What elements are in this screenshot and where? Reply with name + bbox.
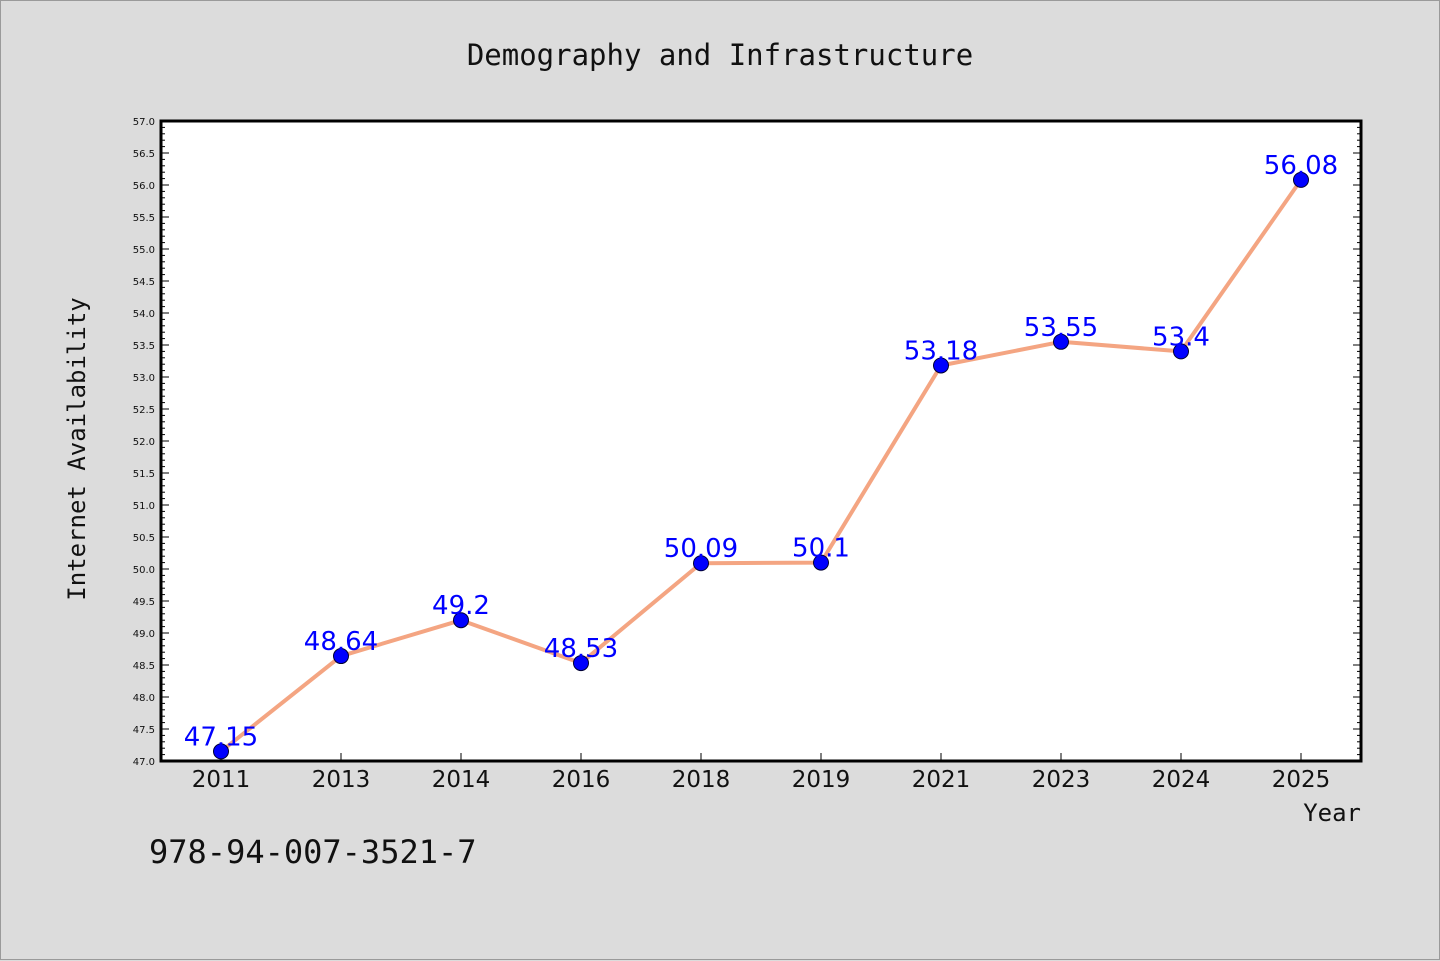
y-tick-label: 47.5: [133, 725, 155, 736]
x-tick-label: 2014: [432, 767, 491, 793]
y-tick-label: 49.0: [133, 629, 155, 640]
y-tick-label: 55.5: [133, 213, 155, 224]
data-labels-group: 47.15 48.64 49.2 48.53 50.09 50.1 53.18 53.55 53…: [184, 151, 1338, 753]
data-label: 53.4: [1152, 322, 1210, 352]
x-tick-label: 2024: [1152, 767, 1211, 793]
x-tick-label: 2019: [792, 767, 851, 793]
y-tick-label: 48.5: [133, 661, 155, 672]
data-point: [693, 555, 709, 572]
x-tick-label: 2021: [912, 767, 971, 793]
data-label: 48.53: [544, 634, 618, 664]
data-label: 53.18: [904, 336, 978, 366]
plot-area: [159, 119, 1363, 763]
chart-title: Demography and Infrastructure: [467, 38, 973, 72]
y-tick-label: 49.5: [133, 597, 155, 608]
x-tick-label: 2016: [552, 767, 611, 793]
y-tick-label: 50.0: [133, 565, 155, 576]
y-tick-label: 47.0: [133, 757, 155, 768]
data-point: [1053, 333, 1069, 350]
series-line-group: [213, 171, 1309, 760]
data-point: [813, 554, 829, 571]
data-point: [1293, 171, 1309, 188]
data-point: [573, 655, 589, 672]
x-tick-label: 2011: [192, 767, 251, 793]
data-label: 56.08: [1264, 151, 1338, 181]
y-tick-label: 57.0: [133, 117, 155, 128]
y-tick-label: 54.5: [133, 277, 155, 288]
y-tick-label: 54.0: [133, 309, 155, 320]
series-line: [219, 178, 1303, 753]
x-tick-label: 2013: [312, 767, 371, 793]
y-tick-label: 48.0: [133, 693, 155, 704]
data-label: 50.1: [792, 534, 850, 564]
data-label: 53.55: [1024, 313, 1098, 343]
x-axis: 2011 2013 2014 2016 2018 2019 2021 2023 2024 2025: [192, 753, 1331, 793]
y-tick-label: 53.5: [133, 341, 155, 352]
y-axis: 47.0 47.5 48.0 48.5 49.0 49.5 50.0 50.5 51.0 51.5…: [133, 117, 1361, 768]
y-tick-label: 53.0: [133, 373, 155, 384]
data-point: [933, 357, 949, 374]
data-point: [333, 648, 349, 665]
data-point: [1173, 343, 1189, 360]
isbn-text: 978-94-007-3521-7: [149, 833, 477, 871]
x-tick-label: 2018: [672, 767, 731, 793]
y-tick-label: 55.0: [133, 245, 155, 256]
y-tick-label: 56.5: [133, 149, 155, 160]
x-tick-label: 2025: [1272, 767, 1331, 793]
y-tick-label: 51.0: [133, 501, 155, 512]
y-tick-label: 50.5: [133, 533, 155, 544]
data-label: 47.15: [184, 722, 258, 752]
y-tick-label: 52.5: [133, 405, 155, 416]
y-tick-label: 56.0: [133, 181, 155, 192]
data-point: [213, 743, 229, 760]
data-point: [453, 612, 469, 629]
x-axis-label: Year: [1303, 799, 1361, 827]
data-label: 49.2: [432, 591, 490, 621]
y-axis-label: Internet Availability: [63, 297, 91, 600]
data-label: 50.09: [664, 534, 738, 564]
y-tick-label: 52.0: [133, 437, 155, 448]
data-label: 48.64: [304, 627, 378, 657]
x-tick-label: 2023: [1032, 767, 1091, 793]
y-tick-label: 51.5: [133, 469, 155, 480]
